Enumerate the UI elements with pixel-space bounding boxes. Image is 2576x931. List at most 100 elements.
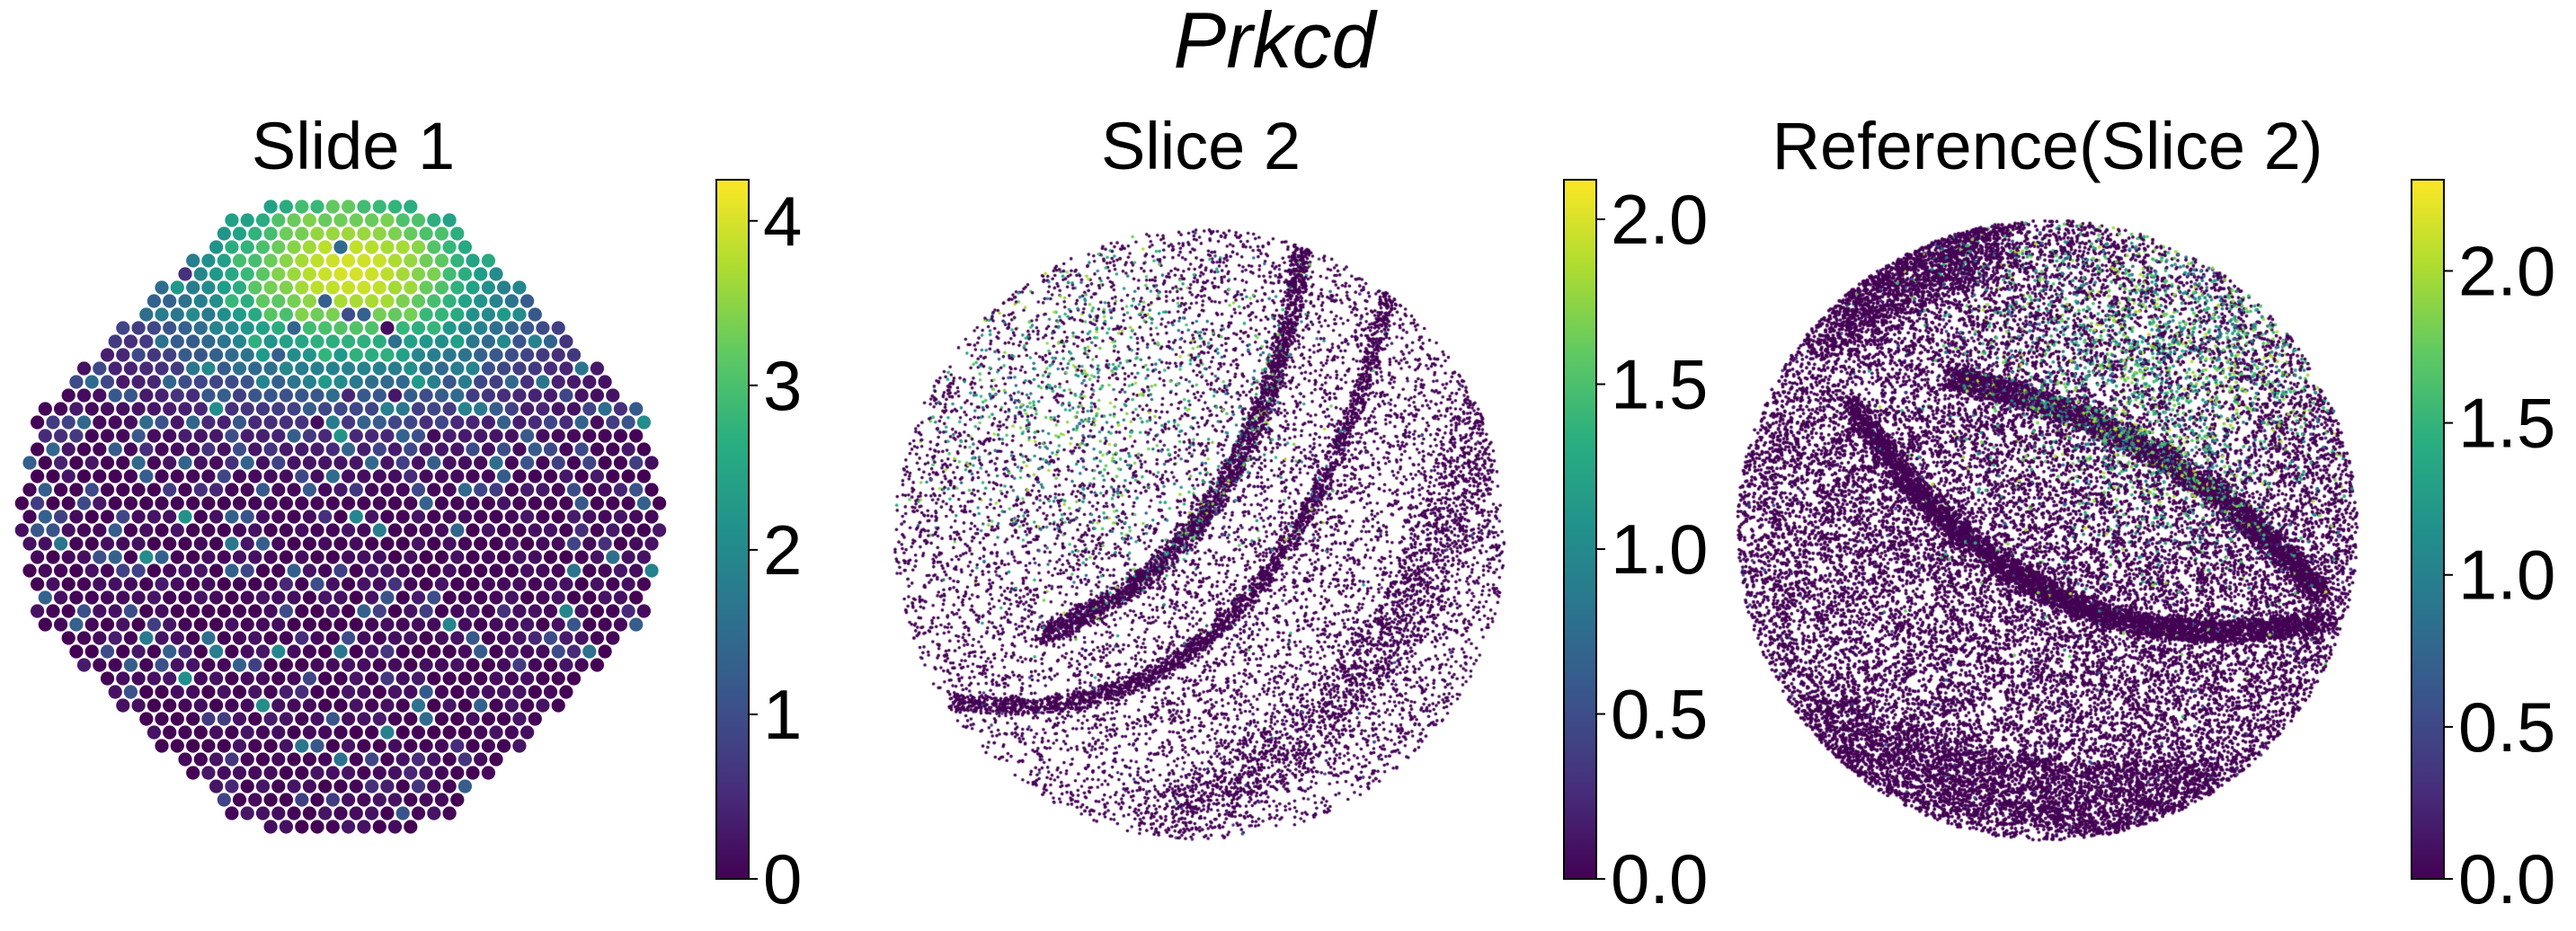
spot — [31, 496, 45, 510]
spot — [395, 644, 410, 659]
spot — [248, 793, 262, 807]
spot — [93, 658, 107, 672]
spot — [427, 456, 441, 470]
spot — [325, 550, 340, 564]
spot — [186, 631, 200, 645]
spot — [84, 375, 99, 389]
spot — [248, 226, 262, 241]
spot — [263, 200, 278, 214]
spot — [295, 604, 309, 618]
spot — [116, 617, 130, 632]
spot — [333, 644, 348, 659]
spot — [380, 294, 395, 308]
spot — [325, 307, 340, 322]
spot — [457, 725, 472, 740]
spot — [163, 456, 177, 470]
spot — [325, 766, 340, 780]
spot — [310, 739, 324, 753]
spot — [186, 658, 200, 672]
spot — [325, 415, 340, 430]
spot — [225, 402, 239, 416]
spot — [302, 806, 316, 820]
spot — [69, 644, 84, 659]
spot — [395, 375, 410, 389]
spot — [427, 294, 441, 308]
spot — [489, 267, 503, 281]
spot — [170, 280, 184, 295]
spot — [427, 752, 441, 767]
spot — [395, 617, 410, 632]
spot — [342, 793, 356, 807]
spot — [201, 550, 216, 564]
spot — [497, 334, 511, 349]
spot — [170, 496, 184, 510]
spot — [287, 321, 301, 335]
spot — [349, 563, 363, 578]
spot — [457, 671, 472, 686]
panel-slice-2: Slice 2 0.0 0.5 1.0 1.5 2.0 — [885, 109, 1708, 918]
spot — [178, 590, 192, 605]
spot — [427, 644, 441, 659]
spot — [497, 550, 511, 564]
spot — [450, 712, 465, 726]
spot — [225, 456, 239, 470]
spot — [559, 415, 573, 430]
spot — [551, 375, 565, 389]
spot — [295, 496, 309, 510]
spot — [466, 685, 480, 699]
spot — [512, 739, 527, 753]
spot — [123, 658, 138, 672]
spot — [248, 766, 262, 780]
spot — [240, 671, 254, 686]
spot — [474, 752, 488, 767]
spot — [325, 200, 340, 214]
spot — [100, 617, 115, 632]
spot — [653, 496, 667, 510]
panel-reference-slice-2: Reference(Slice 2) 0.0 0.5 1.0 1.5 2.0 — [1728, 109, 2555, 918]
spot — [551, 590, 565, 605]
spot — [536, 321, 550, 335]
spot — [404, 766, 418, 780]
spot — [442, 725, 457, 740]
spot — [295, 550, 309, 564]
spot — [512, 280, 527, 295]
spot — [178, 752, 192, 767]
spot — [217, 388, 231, 403]
spot — [434, 334, 449, 349]
spot — [442, 806, 457, 820]
spot — [357, 820, 371, 834]
spot — [61, 415, 76, 430]
spot — [395, 456, 410, 470]
spot — [217, 631, 231, 645]
spot — [318, 321, 333, 335]
spot — [404, 496, 418, 510]
spot — [302, 752, 316, 767]
spot — [466, 496, 480, 510]
spot — [411, 779, 426, 794]
spot — [489, 402, 503, 416]
spot — [217, 739, 231, 753]
spot — [349, 752, 363, 767]
spot — [232, 415, 247, 430]
spot — [466, 577, 480, 591]
spot — [427, 779, 441, 794]
spot — [365, 536, 379, 551]
spot — [69, 563, 84, 578]
spot — [349, 456, 363, 470]
spot — [201, 739, 216, 753]
spot — [232, 307, 247, 322]
spot — [489, 563, 503, 578]
spot — [411, 456, 426, 470]
spot — [217, 712, 231, 726]
spot — [186, 415, 200, 430]
spot — [302, 213, 316, 227]
colorbar-tick-label: 0.5 — [1611, 675, 1708, 754]
spot — [489, 671, 503, 686]
spot — [457, 510, 472, 524]
spot — [240, 375, 254, 389]
spot — [131, 536, 146, 551]
spot — [232, 658, 247, 672]
spot — [263, 442, 278, 457]
spot — [411, 563, 426, 578]
